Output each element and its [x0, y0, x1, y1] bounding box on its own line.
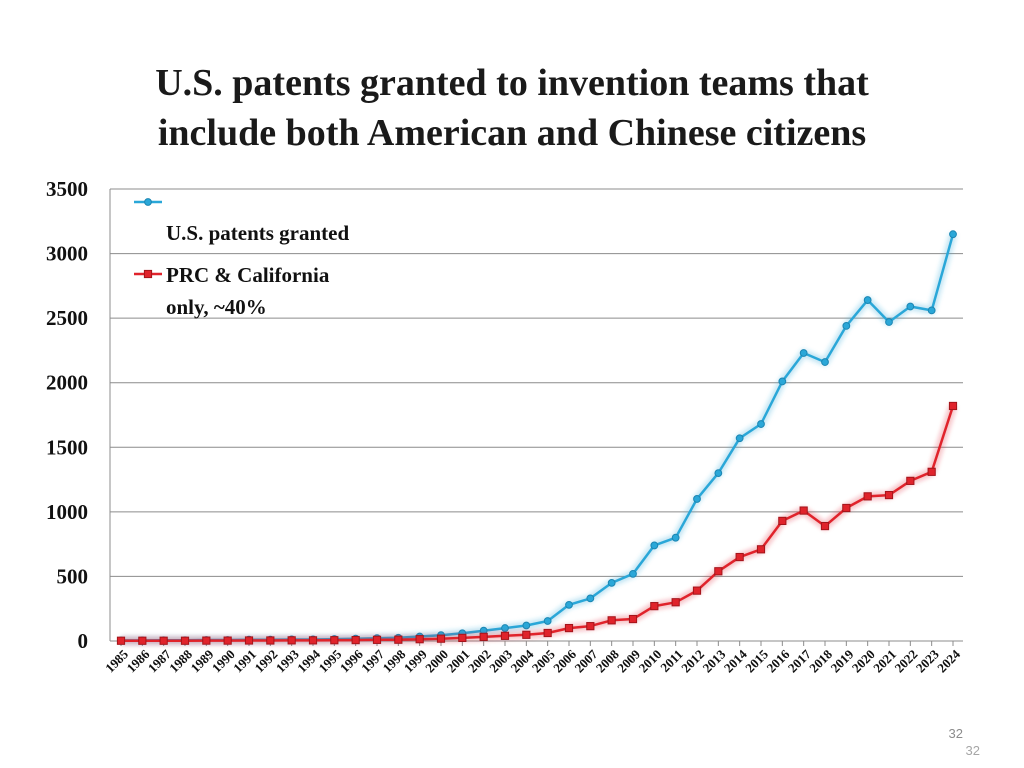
data-point-series-0 — [522, 621, 531, 630]
data-point-series-0 — [821, 358, 829, 366]
data-point-series-1 — [884, 490, 894, 500]
data-point-series-0 — [885, 318, 893, 326]
data-point-series-1 — [436, 634, 446, 643]
data-point-series-1 — [415, 635, 424, 644]
data-point-series-0 — [949, 230, 957, 239]
data-point-series-1 — [586, 622, 595, 631]
slide-number: 32 — [948, 726, 963, 741]
y-tick-label: 1500 — [46, 435, 88, 459]
data-point-series-1 — [863, 492, 872, 501]
gridlines — [110, 188, 963, 642]
data-point-series-0 — [757, 420, 765, 428]
series-line-1 — [121, 405, 955, 642]
data-point-series-1 — [351, 635, 360, 645]
data-point-series-1 — [223, 636, 232, 645]
data-point-series-1 — [820, 521, 830, 531]
data-point-series-0 — [501, 624, 509, 632]
data-point-series-1 — [607, 616, 616, 625]
data-point-series-0 — [927, 306, 936, 315]
data-point-series-0 — [863, 296, 872, 304]
data-point-series-1 — [543, 628, 552, 638]
legend-label-1: PRC & California only, ~40% — [166, 263, 330, 319]
data-point-series-0 — [778, 377, 787, 386]
x-tick-label: 2024 — [934, 646, 963, 675]
data-point-series-0 — [906, 302, 915, 311]
data-point-series-1 — [522, 630, 531, 639]
legend-label-1-line-2: only, ~40% — [166, 295, 267, 319]
data-point-series-1 — [778, 516, 787, 525]
data-point-series-1 — [628, 614, 638, 624]
data-point-series-1 — [650, 602, 659, 611]
data-point-series-1 — [180, 636, 190, 645]
data-point-series-1 — [564, 623, 574, 633]
y-tick-label: 3500 — [46, 177, 88, 201]
data-point-series-1 — [479, 632, 488, 641]
data-point-series-1 — [458, 633, 467, 643]
legend-label-1-line-1: PRC & California — [166, 263, 330, 287]
data-point-series-0 — [629, 569, 637, 578]
data-point-series-0 — [607, 578, 616, 587]
data-point-series-1 — [948, 401, 958, 411]
data-point-series-1 — [500, 631, 510, 640]
legend-marker-circle — [144, 198, 152, 206]
data-point-series-1 — [116, 636, 126, 645]
data-point-series-0 — [735, 434, 744, 443]
data-point-series-1 — [394, 635, 403, 644]
legend-marker-square — [143, 269, 153, 279]
data-point-series-0 — [543, 617, 552, 625]
slide-number-footer: 32 — [965, 743, 980, 758]
data-point-series-1 — [799, 506, 808, 515]
data-point-series-1 — [159, 636, 168, 645]
legend-label-0: U.S. patents granted — [166, 221, 349, 245]
y-tick-label: 1000 — [46, 500, 88, 524]
data-point-series-0 — [693, 495, 701, 503]
slide-title: U.S. patents granted to invention teams … — [40, 58, 984, 158]
slide-title-line-1: U.S. patents granted to invention teams … — [155, 62, 869, 104]
data-point-series-1 — [842, 503, 851, 513]
slide-title-line-2: include both American and Chinese citize… — [157, 112, 867, 154]
y-tick-label: 500 — [57, 564, 89, 588]
series-lines — [116, 230, 958, 645]
legend: U.S. patents granted PRC & California only… — [134, 198, 349, 319]
data-point-series-1 — [330, 636, 339, 645]
x-tick-labels: 1985198619871988198919901991199219931994… — [102, 646, 963, 675]
y-tick-label: 3000 — [46, 242, 88, 266]
y-tick-label: 2000 — [46, 371, 88, 395]
data-point-series-0 — [714, 469, 723, 478]
data-point-series-1 — [927, 467, 936, 476]
data-point-series-1 — [714, 567, 723, 576]
data-point-series-0 — [650, 541, 659, 550]
data-point-series-1 — [202, 636, 211, 645]
y-tick-label: 2500 — [46, 306, 88, 330]
data-point-series-1 — [287, 636, 296, 645]
data-point-series-0 — [799, 349, 808, 357]
data-point-series-1 — [372, 635, 382, 644]
data-point-series-0 — [565, 600, 573, 609]
data-point-series-0 — [586, 594, 595, 603]
data-point-series-0 — [842, 321, 851, 330]
data-point-series-1 — [906, 476, 915, 485]
data-point-series-1 — [266, 636, 275, 645]
data-point-series-1 — [671, 598, 680, 607]
data-point-series-1 — [308, 636, 318, 645]
data-point-series-1 — [756, 545, 766, 554]
data-point-series-1 — [138, 636, 147, 645]
data-point-series-0 — [671, 533, 680, 542]
data-point-series-1 — [244, 636, 254, 645]
axes — [109, 189, 954, 646]
y-tick-label: 0 — [78, 629, 89, 653]
data-point-series-1 — [735, 552, 744, 562]
y-tick-labels: 0 500 1000 1500 2000 2500 3000 3500 — [46, 177, 88, 653]
data-point-series-1 — [692, 586, 702, 595]
